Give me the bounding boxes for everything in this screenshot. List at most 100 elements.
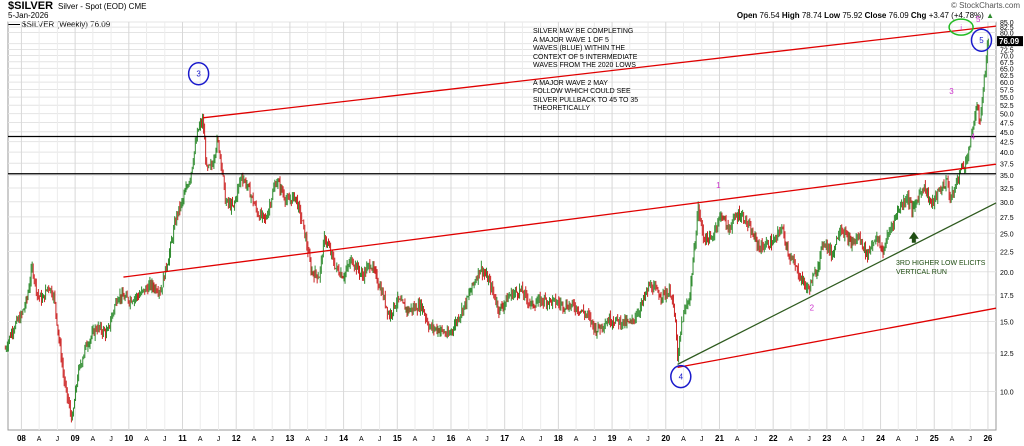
y-tick-label: 25.0	[1000, 231, 1014, 238]
x-tick-label: A	[413, 436, 418, 443]
y-tick-label: 17.5	[1000, 293, 1014, 300]
legend-entry: $SILVER (Weekly) 76.09	[8, 20, 110, 29]
x-tick-label: 16	[447, 434, 456, 443]
y-tick-label: 15.0	[1000, 319, 1014, 326]
y-tick-label: 72.5	[1000, 47, 1014, 54]
last-price-label: 76.09	[999, 37, 1020, 46]
close-value: 76.09	[888, 11, 909, 20]
x-tick-label: J	[432, 436, 436, 443]
x-tick-label: J	[539, 436, 543, 443]
y-tick-label: 65.0	[1000, 66, 1014, 73]
y-tick-label: 30.0	[1000, 200, 1014, 207]
y-tick-label: 45.0	[1000, 130, 1014, 137]
x-tick-label: A	[305, 436, 310, 443]
y-tick-label: 42.5	[1000, 140, 1014, 147]
y-tick-label: 27.5	[1000, 215, 1014, 222]
x-tick-label: J	[485, 436, 489, 443]
wave-label: 4	[679, 373, 684, 382]
symbol-subtitle: Silver - Spot (EOD) CME	[58, 2, 147, 11]
x-tick-label: 15	[393, 434, 402, 443]
x-tick-label: 08	[17, 434, 26, 443]
x-tick-label: 19	[608, 434, 617, 443]
x-tick-label: 26	[983, 434, 992, 443]
wave-label: 5	[976, 15, 981, 24]
x-tick-label: 22	[769, 434, 778, 443]
x-tick-label: A	[574, 436, 579, 443]
x-tick-label: J	[807, 436, 811, 443]
wave-ellipse	[948, 18, 974, 36]
wave-label: i	[960, 25, 962, 32]
copyright: © StockCharts.com	[950, 1, 1020, 10]
x-tick-label: A	[144, 436, 149, 443]
open-label: Open	[736, 11, 758, 20]
up-arrow-icon	[908, 231, 919, 243]
x-tick-label: A	[896, 436, 901, 443]
x-tick-label: 17	[500, 434, 509, 443]
chg-up-icon: ▲	[986, 11, 994, 20]
x-tick-label: J	[163, 436, 167, 443]
y-tick-label: 40.0	[1000, 150, 1014, 157]
y-tick-label: 47.5	[1000, 120, 1014, 127]
x-tick-label: 23	[822, 434, 831, 443]
x-tick-label: 21	[715, 434, 724, 443]
x-tick-label: J	[968, 436, 972, 443]
x-tick-label: J	[324, 436, 328, 443]
wave-circle	[970, 28, 993, 52]
y-tick-label: 37.5	[1000, 161, 1014, 168]
y-tick-label: 70.0	[1000, 54, 1014, 61]
wave-label: 3	[949, 87, 954, 96]
y-tick-label: 35.0	[1000, 173, 1014, 180]
y-tick-label: 67.5	[1000, 60, 1014, 67]
bottom-annotation: 3RD HIGHER LOW ELICITS VERTICAL RUN	[896, 260, 986, 276]
y-tick-label: 85.0	[1000, 20, 1014, 27]
y-tick-label: 60.0	[1000, 80, 1014, 87]
x-tick-label: A	[789, 436, 794, 443]
x-tick-label: A	[735, 436, 740, 443]
trend-line	[123, 163, 997, 278]
x-tick-label: 13	[285, 434, 294, 443]
y-tick-label: 82.5	[1000, 25, 1014, 32]
x-tick-label: A	[681, 436, 686, 443]
x-tick-label: A	[842, 436, 847, 443]
symbol-title: $SILVER	[8, 0, 54, 12]
x-tick-label: J	[217, 436, 221, 443]
x-tick-label: J	[270, 436, 274, 443]
y-tick-label: 52.5	[1000, 103, 1014, 110]
open-value: 76.54	[759, 11, 780, 20]
y-tick-label: 57.5	[1000, 87, 1014, 94]
y-tick-label: 50.0	[1000, 112, 1014, 119]
wave-circle	[670, 364, 692, 389]
x-tick-label: J	[646, 436, 650, 443]
x-tick-label: 24	[876, 434, 885, 443]
x-tick-label: J	[56, 436, 60, 443]
close-label: Close	[864, 11, 887, 20]
last-price-box	[997, 36, 1023, 47]
legend-label: $SILVER (Weekly) 76.09	[22, 20, 111, 29]
x-tick-label: J	[109, 436, 113, 443]
x-tick-label: A	[198, 436, 203, 443]
y-tick-label: 22.5	[1000, 249, 1014, 256]
x-tick-label: J	[378, 436, 382, 443]
wave-label: 2	[810, 303, 815, 312]
chart-date: 5-Jan-2026	[8, 11, 49, 20]
wave-label: 4	[971, 133, 976, 142]
x-tick-label: 12	[232, 434, 241, 443]
x-tick-label: A	[627, 436, 632, 443]
x-tick-label: J	[754, 436, 758, 443]
y-tick-label: 10.0	[1000, 389, 1014, 396]
x-tick-label: 20	[661, 434, 670, 443]
trend-line	[677, 307, 997, 368]
x-tick-label: A	[520, 436, 525, 443]
y-tick-label: 32.5	[1000, 186, 1014, 193]
y-tick-label: 20.0	[1000, 270, 1014, 277]
x-tick-label: 14	[339, 434, 348, 443]
x-tick-label: 11	[178, 434, 187, 443]
chg-value: +3.47 (+4.78%)	[928, 11, 984, 20]
chg-label: Chg	[910, 11, 927, 20]
x-tick-label: A	[91, 436, 96, 443]
trend-line	[677, 202, 997, 365]
x-tick-label: J	[593, 436, 597, 443]
x-tick-label: 10	[124, 434, 133, 443]
x-tick-label: A	[252, 436, 257, 443]
